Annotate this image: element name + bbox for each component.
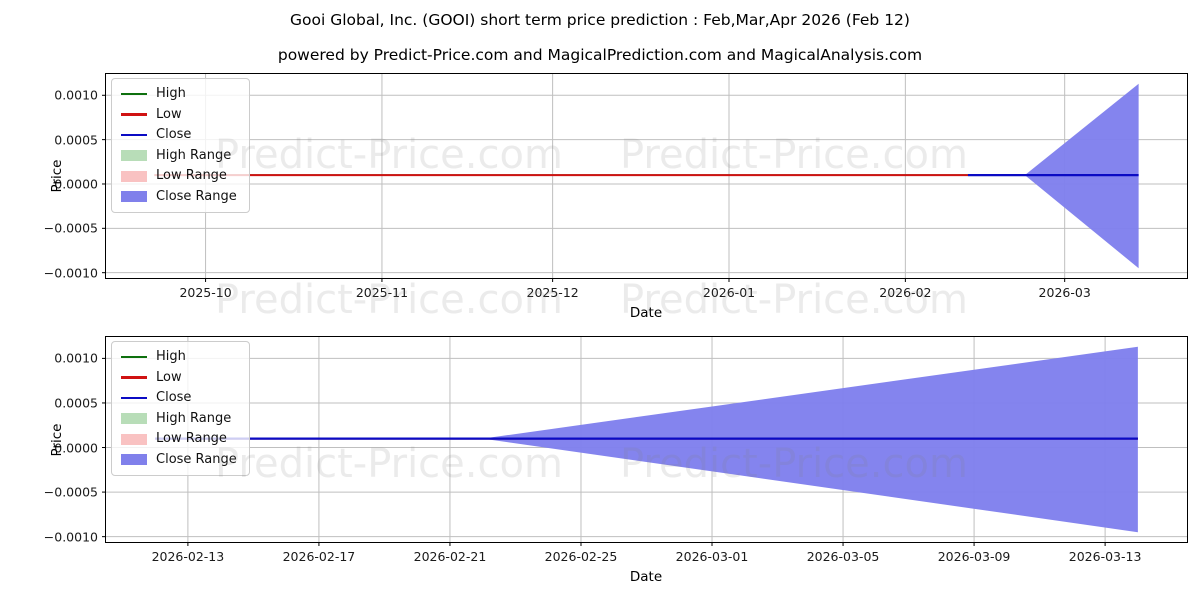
y-tick-label: −0.0005 bbox=[43, 220, 98, 236]
y-tick-label: 0.0005 bbox=[54, 395, 98, 411]
price-history-chart: High Low Close High Range Low Range Close Ran… bbox=[44, 73, 1188, 300]
legend-item-label: Close Range bbox=[156, 188, 237, 204]
legend-item-close-range: Close Range bbox=[121, 452, 237, 468]
legend-item-label: Close Range bbox=[156, 451, 237, 467]
high-range-swatch-icon bbox=[121, 150, 147, 161]
x-tick-label: 2026-03-13 bbox=[1068, 549, 1142, 564]
x-axis-label: Date bbox=[629, 569, 663, 585]
x-tick-label: 2026-02-17 bbox=[282, 549, 356, 564]
legend-item-low: Low bbox=[121, 107, 237, 123]
legend: High Low Close High Range Low Range Close Ran… bbox=[111, 78, 250, 213]
chart-subtitle: powered by Predict-Price.com and Magical… bbox=[277, 46, 923, 64]
prediction-detail-chart: High Low Close High Range Low Range Close Ran… bbox=[44, 336, 1188, 564]
legend-item-high-range: High Range bbox=[121, 148, 237, 164]
legend-item-low-range: Low Range bbox=[121, 168, 237, 184]
y-axis-label: Price bbox=[49, 159, 65, 193]
low-range-swatch-icon bbox=[121, 433, 147, 445]
close-range-swatch-icon bbox=[121, 191, 147, 202]
close-swatch-icon bbox=[121, 133, 147, 137]
y-tick-label: −0.0010 bbox=[43, 529, 98, 545]
y-tick-label: 0.0010 bbox=[54, 87, 98, 103]
high-swatch-icon bbox=[121, 92, 147, 96]
chart-plot-area bbox=[102, 74, 1187, 282]
legend: High Low Close High Range Low Range Close Ran… bbox=[111, 341, 250, 476]
x-tick-label: 2025-12 bbox=[526, 285, 579, 300]
y-tick-label: 0.0000 bbox=[54, 440, 98, 456]
y-tick-label: 0.0005 bbox=[54, 132, 98, 148]
legend-item-label: High bbox=[156, 86, 186, 101]
x-tick-label: 2026-03-05 bbox=[806, 549, 880, 564]
chart-title: Gooi Global, Inc. (GOOI) short term pric… bbox=[290, 11, 910, 29]
legend-item-label: Low Range bbox=[156, 431, 227, 446]
legend-item-low: Low bbox=[121, 370, 237, 386]
legend-item-close-range: Close Range bbox=[121, 189, 237, 205]
legend-item-label: Low Range bbox=[156, 168, 227, 183]
low-swatch-icon bbox=[121, 113, 147, 116]
legend-item-high: High bbox=[121, 86, 237, 102]
legend-item-label: High Range bbox=[156, 410, 232, 426]
x-tick-label: 2025-10 bbox=[179, 285, 232, 300]
legend-item-high: High bbox=[121, 349, 237, 365]
legend-item-label: High Range bbox=[156, 147, 232, 163]
legend-item-label: Low bbox=[156, 369, 182, 385]
legend-item-close: Close bbox=[121, 127, 237, 143]
x-tick-label: 2026-02 bbox=[879, 285, 932, 300]
x-tick-label: 2026-02-25 bbox=[544, 549, 618, 564]
high-swatch-icon bbox=[121, 355, 147, 359]
x-tick-label: 2026-02-21 bbox=[413, 549, 487, 564]
legend-item-label: Close bbox=[156, 127, 192, 142]
legend-item-label: Close bbox=[156, 390, 192, 405]
legend-item-label: High bbox=[156, 349, 186, 364]
y-tick-label: 0.0010 bbox=[54, 350, 98, 366]
close-swatch-icon bbox=[121, 396, 147, 400]
x-axis-label: Date bbox=[629, 305, 663, 321]
x-tick-label: 2026-01 bbox=[702, 285, 756, 300]
legend-item-low-range: Low Range bbox=[121, 431, 237, 447]
low-range-swatch-icon bbox=[121, 170, 147, 182]
y-axis-label: Price bbox=[49, 423, 65, 457]
legend-item-high-range: High Range bbox=[121, 411, 237, 427]
x-tick-label: 2026-03-01 bbox=[675, 549, 749, 564]
x-tick-label: 2026-03-09 bbox=[937, 549, 1011, 564]
y-tick-label: −0.0010 bbox=[43, 265, 98, 281]
close-range-swatch-icon bbox=[121, 454, 147, 465]
high-range-swatch-icon bbox=[121, 413, 147, 424]
legend-item-close: Close bbox=[121, 390, 237, 406]
y-tick-label: −0.0005 bbox=[43, 484, 98, 500]
x-tick-label: 2026-03 bbox=[1038, 285, 1091, 300]
chart-plot-area bbox=[102, 337, 1187, 546]
x-tick-label: 2025-11 bbox=[355, 285, 409, 300]
legend-item-label: Low bbox=[156, 106, 182, 122]
x-tick-label: 2026-02-13 bbox=[151, 549, 225, 564]
y-tick-label: 0.0000 bbox=[54, 176, 98, 192]
low-swatch-icon bbox=[121, 376, 147, 379]
